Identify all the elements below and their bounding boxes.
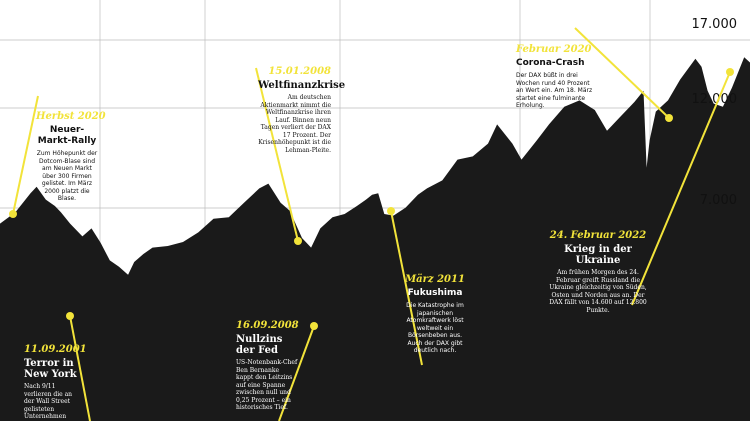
annotation-text: Der DAX büßt in drei Wochen rund 40 Proz… — [516, 72, 593, 109]
annotation-title: Fukushima — [407, 288, 463, 298]
annotation-date: 15.01.2008 — [268, 66, 331, 77]
annotation-title: Terror in New York — [24, 358, 77, 380]
leader-line-4 — [278, 325, 315, 421]
annotation-text: Die Katastrophe im japanischen Atomkraft… — [406, 302, 464, 354]
annotation-corona: Februar 2020 Corona-Crash Der DAX büßt i… — [516, 44, 598, 110]
event-marker-3 — [294, 237, 302, 245]
annotation-date: März 2011 — [405, 274, 465, 285]
annotation-text: US-Notenbank-Chef Ben Bernanke kappt den… — [236, 359, 298, 411]
annotation-date: Herbst 2020 — [36, 111, 106, 122]
event-marker-1 — [9, 210, 17, 218]
leader-line-2 — [69, 315, 91, 421]
annotation-date: 24. Februar 2022 — [549, 230, 647, 241]
event-marker-4 — [310, 322, 318, 330]
annotation-title: Corona-Crash — [516, 58, 585, 68]
annotation-text: Am frühen Morgen des 24. Februar greift … — [549, 269, 647, 314]
annotation-date: 16.09.2008 — [236, 320, 299, 331]
leader-line-3 — [255, 67, 299, 242]
dax-chart: 17.000 12.000 7.000 — [0, 0, 750, 421]
annotation-fed: 16.09.2008 Nullzins der Fed US-Notenbank… — [236, 320, 299, 412]
annotation-terror: 11.09.2001 Terror in New York Nach 9/11 … — [24, 344, 87, 443]
leader-line-6 — [574, 27, 670, 119]
event-marker-5 — [387, 207, 395, 215]
annotation-title: Nullzins der Fed — [236, 334, 283, 356]
annotation-dotcom: Herbst 2020 Neuer-Markt-Rally Zum Höhepu… — [36, 111, 106, 203]
y-tick-label-12000: 12.000 — [692, 92, 738, 107]
annotation-text: Zum Höhepunkt der Dotcom-Blase sind am N… — [36, 150, 98, 202]
annotation-fukushima: März 2011 Fukushima Die Katastrophe im j… — [405, 274, 465, 355]
y-tick-label-7000: 7.000 — [700, 193, 737, 208]
annotation-ukraine: 24. Februar 2022 Krieg in der Ukraine Am… — [548, 230, 648, 314]
leader-line-7 — [631, 71, 731, 306]
annotation-title: Weltfinanzkrise — [258, 80, 346, 91]
y-axis-ticks: 17.000 12.000 7.000 — [692, 17, 738, 208]
annotation-title: Neuer-Markt-Rally — [37, 125, 97, 146]
dax-area — [0, 44, 750, 421]
annotation-text: Nach 9/11 verlieren die an der Wall Stre… — [24, 383, 73, 443]
annotation-date: Februar 2020 — [516, 44, 592, 55]
annotation-date: 11.09.2001 — [24, 344, 87, 355]
leader-line-5 — [390, 210, 423, 366]
event-marker-7 — [726, 68, 734, 76]
annotation-text: Am deutschen Aktienmarkt nimmt die Weltf… — [258, 94, 331, 154]
annotation-title: Krieg in der Ukraine — [564, 244, 632, 266]
event-marker-2 — [66, 312, 74, 320]
y-tick-label-17000: 17.000 — [692, 17, 738, 32]
annotation-leaders — [9, 27, 734, 421]
event-marker-6 — [665, 114, 673, 122]
annotation-finance-crisis: 15.01.2008 Weltfinanzkrise Am deutschen … — [258, 66, 346, 154]
leader-line-1 — [12, 95, 39, 215]
